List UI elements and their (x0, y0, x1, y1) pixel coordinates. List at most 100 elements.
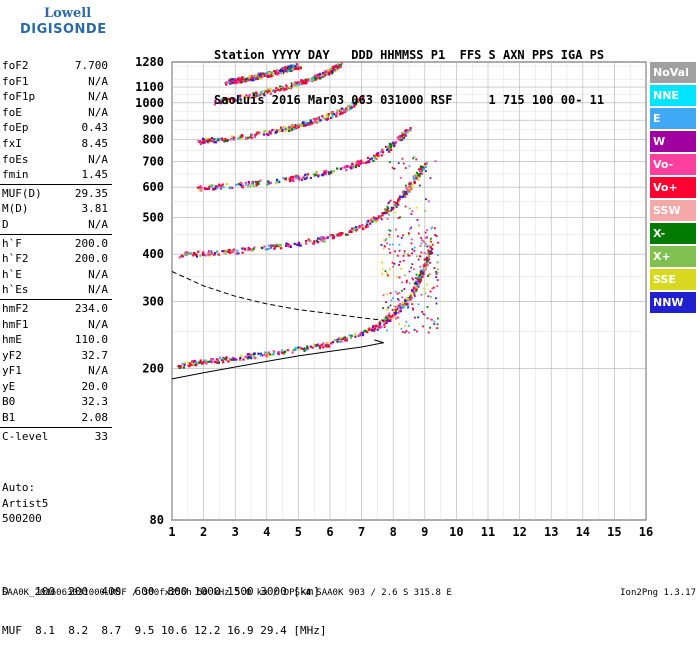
echo-point (220, 137, 224, 140)
software-version: Ion2Png 1.3.17 (620, 588, 696, 598)
echo-point (334, 69, 337, 72)
echo-point (295, 81, 299, 84)
echo-point (330, 68, 333, 71)
echo-point (403, 193, 406, 196)
echo-point (236, 98, 240, 101)
echo-point (390, 143, 393, 147)
echo-point (314, 77, 317, 80)
echo-point (434, 227, 436, 230)
echo-point (284, 67, 287, 71)
y-tick-label: 1100 (135, 80, 164, 94)
echo-point (264, 351, 267, 354)
param-name: fmin (2, 168, 29, 182)
echo-point (435, 302, 438, 305)
echo-point (272, 352, 275, 355)
echo-point (413, 246, 416, 249)
echo-point (376, 324, 380, 327)
echo-point (292, 128, 295, 131)
y-tick-label: 800 (142, 133, 164, 147)
param-row: yF2 32.7 (0, 348, 112, 364)
echo-point (257, 182, 260, 186)
echo-point (250, 354, 253, 357)
echo-point (401, 305, 404, 308)
echo-point (381, 148, 384, 151)
echo-point (311, 79, 314, 82)
echo-point (390, 206, 393, 209)
echo-point (399, 138, 402, 142)
echo-point (391, 261, 394, 264)
echo-point (413, 290, 416, 293)
echo-point (232, 100, 235, 103)
echo-point (275, 178, 279, 181)
echo-point (298, 177, 301, 180)
echo-point (399, 195, 402, 198)
echo-point (269, 245, 272, 248)
echo-point (408, 254, 411, 257)
echo-point (395, 202, 398, 206)
echo-point (417, 316, 420, 319)
echo-point (404, 167, 407, 169)
param-value: 110.0 (74, 333, 108, 347)
echo-point (348, 334, 351, 337)
echo-point (236, 78, 239, 81)
echo-point (291, 84, 294, 87)
echo-point (396, 254, 399, 257)
legend-item: SSW (650, 200, 696, 221)
echo-point (324, 117, 327, 121)
echo-point (231, 79, 235, 82)
echo-point (284, 65, 287, 69)
echo-point (285, 242, 288, 245)
echo-point (219, 186, 222, 190)
echo-point (275, 243, 278, 246)
echo-point (250, 133, 253, 136)
echo-point (220, 98, 223, 101)
echo-point (298, 124, 301, 127)
echo-point (199, 142, 202, 145)
echo-point (392, 265, 395, 268)
echo-point (298, 348, 301, 351)
legend-item: X- (650, 223, 696, 244)
echo-point (300, 347, 303, 350)
echo-point (335, 115, 338, 118)
echo-point (274, 182, 277, 185)
echo-point (208, 185, 211, 189)
echo-point (227, 97, 230, 101)
x-tick-label: 5 (295, 525, 302, 539)
x-tick-labels: 1 2 3 4 5 6 7 8 9 10 11 12 13 14 15 16 (168, 525, 653, 539)
echo-point (284, 128, 287, 131)
echo-point (266, 88, 270, 91)
echo-point (248, 76, 251, 79)
legend-item: SSE (650, 269, 696, 290)
echo-point (230, 81, 233, 84)
echo-point (379, 320, 382, 323)
echo-point (423, 240, 426, 243)
echo-point (273, 247, 276, 250)
param-row: fxI 8.45 (0, 136, 112, 152)
echo-point (397, 203, 400, 206)
echo-point (298, 346, 302, 349)
echo-point (358, 98, 361, 101)
echo-point (361, 227, 365, 231)
echo-point (232, 81, 235, 85)
echo-point (332, 113, 336, 116)
echo-point (386, 146, 389, 149)
echo-point (352, 229, 355, 232)
echo-point (297, 178, 300, 181)
echo-point (274, 70, 277, 74)
echo-point (290, 128, 294, 131)
echo-point (279, 243, 282, 246)
echo-point (431, 226, 434, 229)
echo-point (304, 78, 307, 81)
echo-point (400, 236, 403, 239)
echo-point (239, 354, 243, 357)
param-name: foEs (2, 152, 29, 166)
echo-point (224, 252, 227, 255)
echo-point (304, 242, 308, 245)
echo-point (280, 351, 284, 354)
echo-point (253, 352, 256, 355)
param-value: N/A (88, 317, 108, 331)
param-row: D N/A (0, 217, 112, 233)
echo-point (306, 174, 309, 177)
echo-point (237, 252, 240, 255)
echo-point (178, 366, 181, 370)
